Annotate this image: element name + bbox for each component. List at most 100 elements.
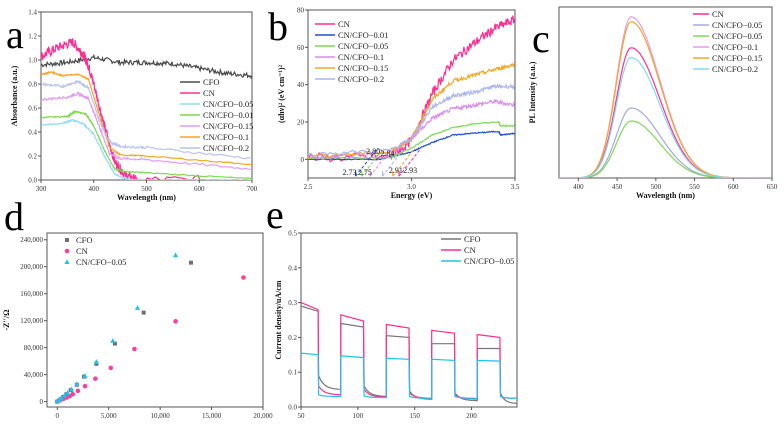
y-tick-label: 0 xyxy=(40,398,44,406)
legend-item: CN xyxy=(64,246,88,256)
legend-label: CN/CFO−0.05 xyxy=(464,256,514,266)
x-tick-label: 200 xyxy=(466,412,477,420)
x-tick-label: 600 xyxy=(194,185,205,193)
data-point xyxy=(141,310,146,315)
legend-item: CN xyxy=(441,245,476,255)
bandgap-label: 2.84 xyxy=(381,149,395,158)
bandgap-label: 2.80 xyxy=(366,147,380,156)
y-tick-label: 0.4 xyxy=(28,129,37,137)
legend-item: CFO xyxy=(65,235,93,245)
series-line xyxy=(41,109,252,180)
x-tick-label: 700 xyxy=(247,185,258,193)
series-line xyxy=(41,38,252,180)
legend-label: CN/CFO−0.1 xyxy=(338,52,384,62)
series-line xyxy=(41,118,252,180)
x-tick-label: 2.5 xyxy=(304,183,313,191)
legend-label: CN/CFO−0.01 xyxy=(203,110,253,120)
y-axis-label: PL Intensity (a.u.) xyxy=(528,61,537,123)
y-tick-label: 60 xyxy=(297,44,305,52)
tangent-line xyxy=(392,147,416,177)
legend-label: CN xyxy=(76,246,88,256)
legend-label: CN/CFO−0.2 xyxy=(203,143,249,153)
legend-label: CN/CFO−0.2 xyxy=(712,64,758,74)
panel-letter-c: c xyxy=(532,16,550,61)
panel-e: 50 100 150 200 0.0 0.1 0.2 0.3 0.4 0.5 Current den… xyxy=(274,230,518,420)
legend-item: CFO xyxy=(441,234,481,244)
data-point xyxy=(82,383,88,389)
data-point xyxy=(75,388,81,394)
y-tick-label: 40,000 xyxy=(24,371,44,379)
data-point xyxy=(132,346,137,352)
x-tick-label: 500 xyxy=(141,185,152,193)
series-line xyxy=(308,98,515,160)
legend-item: CN/CFO−0.1 xyxy=(315,52,384,62)
tangent-line xyxy=(369,147,393,177)
y-tick-label: 200,000 xyxy=(20,263,43,271)
legend-item: CN/CFO−0.1 xyxy=(180,132,249,142)
legend-label: CN xyxy=(712,9,724,19)
x-tick-label: 600 xyxy=(728,183,739,191)
y-tick-label: 20 xyxy=(297,119,305,127)
bandgap-label: 2.73 xyxy=(343,168,357,177)
y-tick-label: 80 xyxy=(297,7,305,15)
y-axis-label: Absorbance (a.u.) xyxy=(10,65,19,126)
series-line xyxy=(41,69,252,165)
plot-area xyxy=(54,252,246,404)
legend-item: CN/CFO−0.2 xyxy=(315,74,384,84)
series-line xyxy=(308,83,515,157)
x-tick-label: 10,000 xyxy=(151,412,171,420)
y-tick-label: 0.6 xyxy=(28,105,37,113)
legend-item: CFO xyxy=(180,77,220,87)
legend-label: CFO xyxy=(203,77,220,87)
x-tick-label: 300 xyxy=(36,185,47,193)
legend-label: CFO xyxy=(464,234,481,244)
legend-item: CN/CFO−0.05 xyxy=(693,31,762,41)
y-tick-label: 240,000 xyxy=(20,236,43,244)
panel-letter-b: b xyxy=(268,4,288,49)
x-tick-label: 650 xyxy=(767,183,778,191)
data-point xyxy=(173,319,178,324)
legend-item: CN/CFO−0.01 xyxy=(180,110,253,120)
legend-item: CN/CFO−0.05 xyxy=(693,20,762,30)
data-point xyxy=(241,275,246,280)
legend-item: CN/CFO−0.05 xyxy=(441,256,514,266)
data-point xyxy=(172,252,179,258)
x-tick-label: 550 xyxy=(689,183,700,191)
series-line xyxy=(308,120,515,160)
x-axis-label: Energy (eV) xyxy=(391,191,433,200)
data-point xyxy=(189,260,193,265)
tangent-line xyxy=(382,147,405,177)
legend-label: CN/CFO−0.15 xyxy=(203,121,253,131)
x-axis-label: Wavelength (nm) xyxy=(636,191,695,200)
x-axis-label: Wavelength (nm) xyxy=(117,193,176,202)
series-line xyxy=(301,352,517,399)
y-tick-label: 1.0 xyxy=(28,57,37,65)
series-line xyxy=(41,53,252,80)
panel-d: 0 5,000 10,000 15,000 20,000 0 40,000 80,000 120… xyxy=(2,232,273,420)
x-tick-label: 100 xyxy=(353,412,364,420)
legend-label: CN/CFO−0.05 xyxy=(712,31,762,41)
legend-marker xyxy=(64,259,70,264)
legend-item: CN/CFO−0.15 xyxy=(693,53,762,63)
legend-item: CN/CFO−0.05 xyxy=(180,99,253,109)
x-tick-label: 400 xyxy=(573,183,584,191)
y-tick-label: 80,000 xyxy=(24,344,44,352)
y-tick-label: 0.5 xyxy=(288,230,297,238)
x-tick-label: 20,000 xyxy=(253,412,273,420)
x-tick-label: 15,000 xyxy=(202,412,222,420)
panel-letter-e: e xyxy=(266,192,284,237)
legend-label: CN/CFO−0.05 xyxy=(712,20,762,30)
y-axis-label: (αhν)² (eV cm⁻¹)² xyxy=(277,64,286,123)
data-point xyxy=(94,361,99,366)
plot-frame xyxy=(558,6,773,179)
plot-frame xyxy=(300,232,518,408)
panel-a: 300 400 500 600 700 0.0 0.2 0.4 0.6 0.8 1.0 1.2 1.4 W… xyxy=(10,9,258,203)
y-tick-label: 0.3 xyxy=(288,299,297,307)
series-line xyxy=(559,56,772,178)
y-tick-label: 0.0 xyxy=(288,404,297,412)
legend-item: CN/CFO−0.15 xyxy=(315,63,388,73)
y-tick-label: 0.1 xyxy=(288,369,297,377)
y-tick-label: 0.2 xyxy=(288,334,297,342)
legend-label: CN/CFO−0.05 xyxy=(338,41,388,51)
legend-label: CN/CFO−0.15 xyxy=(338,63,388,73)
